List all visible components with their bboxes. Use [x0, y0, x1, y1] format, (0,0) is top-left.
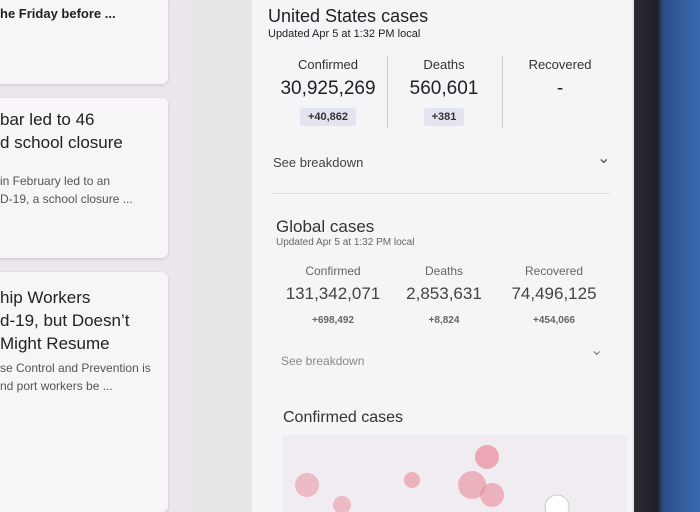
map-preview	[282, 435, 627, 512]
stat: Recovered -	[500, 57, 620, 100]
stat-value: 131,342,071	[285, 284, 381, 303]
stat-label: Recovered	[524, 264, 584, 278]
map-bubble	[333, 496, 351, 512]
stat-label: Deaths	[423, 57, 465, 72]
stat-value: -	[556, 78, 564, 99]
stat: Confirmed 30,925,269 +40,862	[268, 57, 388, 126]
stat-change: +381	[423, 108, 465, 126]
news-title: bar led to 46 d school closure	[0, 108, 168, 154]
stat-value: 74,496,125	[511, 284, 597, 303]
line: d school closure	[0, 133, 123, 152]
stat-value: 2,853,631	[406, 284, 482, 303]
global-updated: Updated Apr 5 at 1:32 PM local	[276, 237, 415, 248]
stat-change: +454,066	[533, 315, 575, 326]
chevron[interactable]: ⌄	[597, 150, 611, 167]
news-text: he Friday before ...	[0, 6, 116, 21]
stat-label: Deaths	[424, 264, 464, 278]
chevron[interactable]: ⌄	[590, 342, 604, 359]
line: Might Resume	[0, 334, 110, 353]
stat-change: +8,824	[428, 315, 460, 326]
line: bar led to 46	[0, 110, 95, 129]
separator	[272, 193, 610, 194]
us-title: United States cases	[268, 6, 429, 26]
news-snippet: in February led to an D-19, a school clos…	[0, 172, 168, 208]
map-bubble	[404, 472, 420, 488]
stat-change: +698,492	[312, 315, 354, 326]
line: d-19, but Doesn’t	[0, 311, 130, 330]
divider	[502, 56, 503, 128]
line: se Control and Prevention is	[0, 361, 151, 375]
stat-value: 560,601	[409, 78, 479, 99]
stats-panel: United States cases Updated Apr 5 at 1:3…	[252, 0, 632, 512]
monitor-bezel	[634, 0, 700, 512]
news-card[interactable]: bar led to 46 d school closure in Februar…	[0, 98, 168, 258]
global-title: Global cases	[276, 217, 375, 236]
stat-label: Confirmed	[298, 57, 358, 72]
stat: Deaths 560,601 +381	[384, 57, 504, 126]
map-bubble	[475, 445, 499, 469]
news-column: he Friday before ... bar led to 46 d scho…	[0, 0, 185, 512]
see-breakdown[interactable]: See breakdown	[281, 354, 365, 368]
line: nd port workers be ...	[0, 379, 113, 393]
line: D-19, a school closure ...	[0, 192, 133, 206]
stat-label: Confirmed	[305, 264, 361, 278]
stat: Recovered 74,496,125 +454,066	[494, 264, 614, 329]
news-card[interactable]: he Friday before ...	[0, 0, 168, 84]
map-bubble	[295, 473, 319, 497]
stat: Confirmed 131,342,071 +698,492	[273, 264, 393, 329]
line: hip Workers	[0, 288, 91, 307]
map-title: Confirmed cases	[283, 409, 404, 426]
news-title: hip Workers d-19, but Doesn’t Might Resume	[0, 286, 168, 355]
news-snippet: se Control and Prevention is nd port work…	[0, 359, 168, 395]
zoom-button[interactable]	[544, 494, 570, 512]
stat: Deaths 2,853,631 +8,824	[384, 264, 504, 329]
stat-label: Recovered	[528, 57, 592, 72]
map-bubble	[480, 483, 504, 507]
stat-value: 30,925,269	[280, 78, 376, 99]
line: in February led to an	[0, 174, 111, 188]
map-bg	[282, 435, 627, 512]
us-updated: Updated Apr 5 at 1:32 PM local	[268, 28, 421, 40]
see-breakdown[interactable]: See breakdown	[273, 155, 364, 170]
map-bubble	[458, 471, 486, 499]
stat-change: +40,862	[299, 108, 357, 126]
divider	[387, 56, 388, 128]
news-card[interactable]: hip Workers d-19, but Doesn’t Might Resume…	[0, 272, 168, 512]
